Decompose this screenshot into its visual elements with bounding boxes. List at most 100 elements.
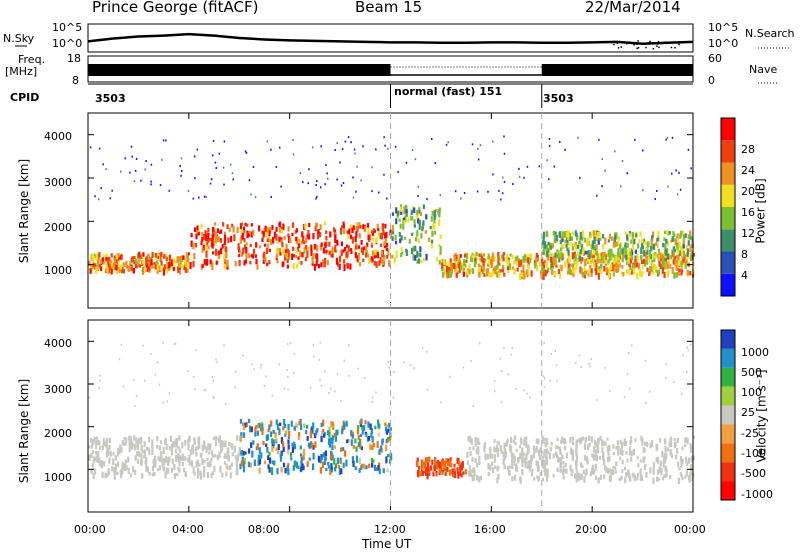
velocity-cell <box>515 466 518 472</box>
power-cell <box>458 257 461 262</box>
velocity-cell <box>503 455 506 461</box>
velocity-cell <box>327 461 330 466</box>
velocity-cell <box>280 436 284 444</box>
velocity-cell <box>559 439 563 444</box>
velocity-cell <box>158 465 161 471</box>
power-cell <box>442 259 446 265</box>
power-cell <box>590 268 593 274</box>
power-cell <box>387 248 390 256</box>
power-cb-tick-4: 4 <box>741 269 748 282</box>
nsearch-point <box>670 46 673 49</box>
velocity-cell <box>256 443 259 450</box>
velocity-cell <box>491 453 494 459</box>
velocity-cell <box>681 446 684 451</box>
velocity-cell <box>339 459 342 464</box>
velocity-cell <box>206 462 209 467</box>
power-cell <box>652 270 655 275</box>
velocity-cell <box>287 463 290 467</box>
velocity-cell <box>432 469 435 474</box>
power-cell <box>665 238 668 244</box>
velocity-cell <box>629 456 633 462</box>
power-cell <box>278 236 281 242</box>
power-cell <box>551 253 554 257</box>
power-cell <box>482 260 485 267</box>
nsearch-label: N.Search <box>745 27 795 40</box>
velocity-cell <box>571 436 575 441</box>
velocity-cell <box>181 442 184 449</box>
power-cell <box>162 255 166 259</box>
power-cell <box>596 232 599 239</box>
velocity-cell <box>436 459 440 465</box>
power-cell <box>133 260 136 265</box>
power-cell <box>471 258 474 263</box>
velocity-cell <box>518 445 522 449</box>
power-cell <box>583 272 586 279</box>
power-cell <box>223 231 226 237</box>
power-cell <box>565 231 569 237</box>
velocity-cell <box>284 468 287 474</box>
beam-title: Beam 15 <box>355 0 423 16</box>
nsearch-point <box>636 47 638 50</box>
velocity-cell <box>677 461 680 468</box>
velocity-cell <box>573 473 577 479</box>
velocity-cell <box>91 450 95 454</box>
power-cell <box>101 257 104 264</box>
power-cell <box>218 254 221 260</box>
velocity-cell <box>330 421 333 428</box>
velocity-cell <box>212 436 215 441</box>
power-cell <box>502 256 505 262</box>
power-cell <box>587 269 590 274</box>
velocity-cell <box>511 476 514 482</box>
velocity-cell <box>325 467 328 472</box>
power-cell <box>245 151 248 154</box>
velocity-cell <box>184 456 187 461</box>
power-cell <box>362 145 364 148</box>
velocity-cell <box>319 341 322 344</box>
power-cell <box>410 247 414 255</box>
power-cell <box>398 210 401 215</box>
power-cell <box>594 245 597 249</box>
power-cell <box>634 138 636 141</box>
velocity-cell <box>235 435 239 441</box>
velocity-cell <box>260 452 263 459</box>
velocity-cell <box>309 432 313 439</box>
velocity-cell <box>130 440 133 445</box>
power-cell <box>636 272 639 280</box>
power-cell <box>342 224 346 232</box>
power-cell <box>202 244 205 251</box>
power-cell <box>604 237 607 245</box>
velocity-cell <box>661 476 664 481</box>
velocity-cell <box>92 473 95 480</box>
velocity-cell <box>282 446 285 452</box>
velocity-cell <box>692 455 695 461</box>
power-cell <box>416 209 419 216</box>
power-cell <box>652 252 655 259</box>
velocity-cell <box>279 453 282 458</box>
velocity-cell <box>388 366 391 369</box>
velocity-cell <box>686 371 688 374</box>
power-cell <box>559 140 561 143</box>
velocity-cell <box>469 450 472 457</box>
power-cell <box>672 259 675 265</box>
power-cell <box>417 194 419 197</box>
power-cell <box>433 224 436 230</box>
velocity-cell <box>617 445 620 450</box>
power-cell <box>643 249 646 257</box>
power-cell <box>601 185 603 188</box>
velocity-cell <box>243 458 247 465</box>
velocity-cell <box>214 442 218 447</box>
power-cell <box>601 255 604 260</box>
power-cell <box>678 268 681 273</box>
power-cell <box>605 267 608 274</box>
power-cell <box>350 224 353 231</box>
velocity-cell <box>234 455 237 460</box>
velocity-cell <box>419 472 423 476</box>
velocity-cell <box>499 445 502 452</box>
power-cell <box>292 153 295 156</box>
power-cell <box>236 227 239 234</box>
power-cell <box>640 255 643 261</box>
power-cb-tick-12: 12 <box>741 227 755 240</box>
velocity-cell <box>623 466 627 471</box>
velocity-cell <box>662 459 666 464</box>
power-cell <box>150 180 152 183</box>
